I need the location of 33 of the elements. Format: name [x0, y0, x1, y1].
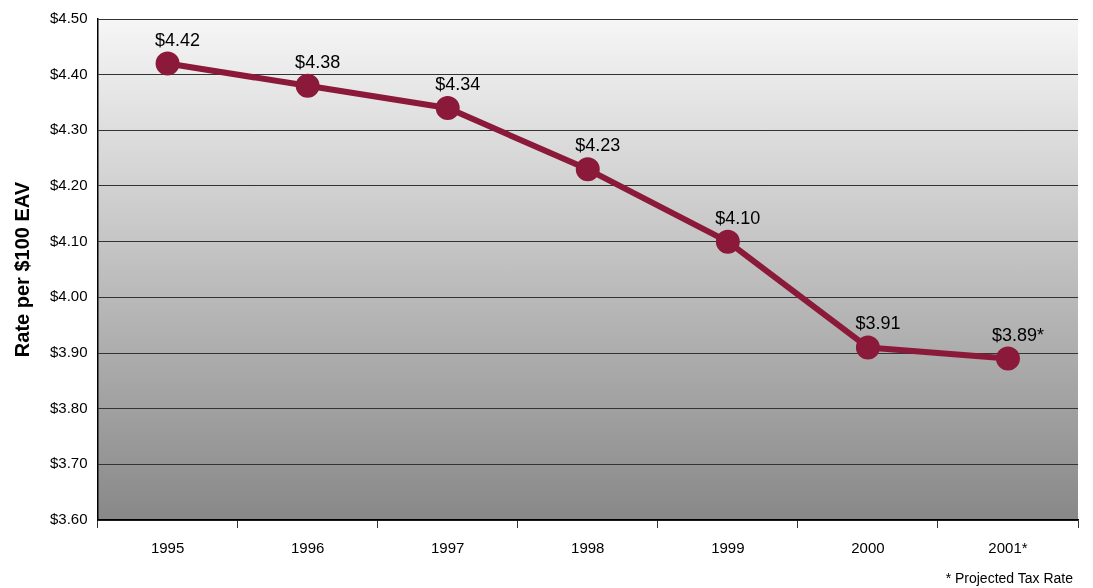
y-tick-label: $3.90 — [49, 343, 88, 361]
y-tick-label: $3.60 — [49, 510, 88, 528]
y-tick-label: $3.80 — [49, 398, 88, 416]
point — [155, 51, 180, 76]
y-tick-label: $3.70 — [49, 454, 88, 472]
point — [435, 96, 460, 121]
point — [715, 229, 740, 254]
x-tick-label: 1996 — [290, 539, 325, 557]
x-tick-label: 1999 — [711, 539, 745, 557]
data-label: $4.10 — [715, 207, 761, 228]
data-label: $4.34 — [435, 74, 481, 95]
x-tick-label: 1997 — [431, 539, 465, 557]
x-tick-label: 2001* — [988, 539, 1028, 557]
y-tick-label: $4.10 — [49, 231, 88, 249]
x-tick-label: 2000 — [851, 539, 885, 557]
x-tick-label: 1995 — [150, 539, 185, 557]
y-tick-label: $4.00 — [49, 287, 88, 305]
y-axis-title: Rate per $100 EAV — [11, 181, 35, 357]
text: * Projected Tax Rate — [945, 570, 1073, 586]
y-tick-label: $4.30 — [49, 120, 88, 138]
data-label: $3.89* — [991, 324, 1044, 345]
y-tick-label: $4.20 — [49, 176, 88, 194]
point — [855, 335, 880, 360]
data-label: $4.42 — [155, 29, 201, 50]
data-label: $3.91 — [855, 313, 901, 334]
point — [575, 157, 600, 182]
y-tick-label: $4.50 — [49, 9, 88, 27]
data-label: $4.23 — [575, 135, 621, 156]
data-label: $4.38 — [295, 51, 341, 72]
y-tick-label: $4.40 — [49, 64, 88, 82]
x-tick-label: 1998 — [571, 539, 605, 557]
point — [995, 346, 1020, 371]
point — [295, 73, 320, 98]
